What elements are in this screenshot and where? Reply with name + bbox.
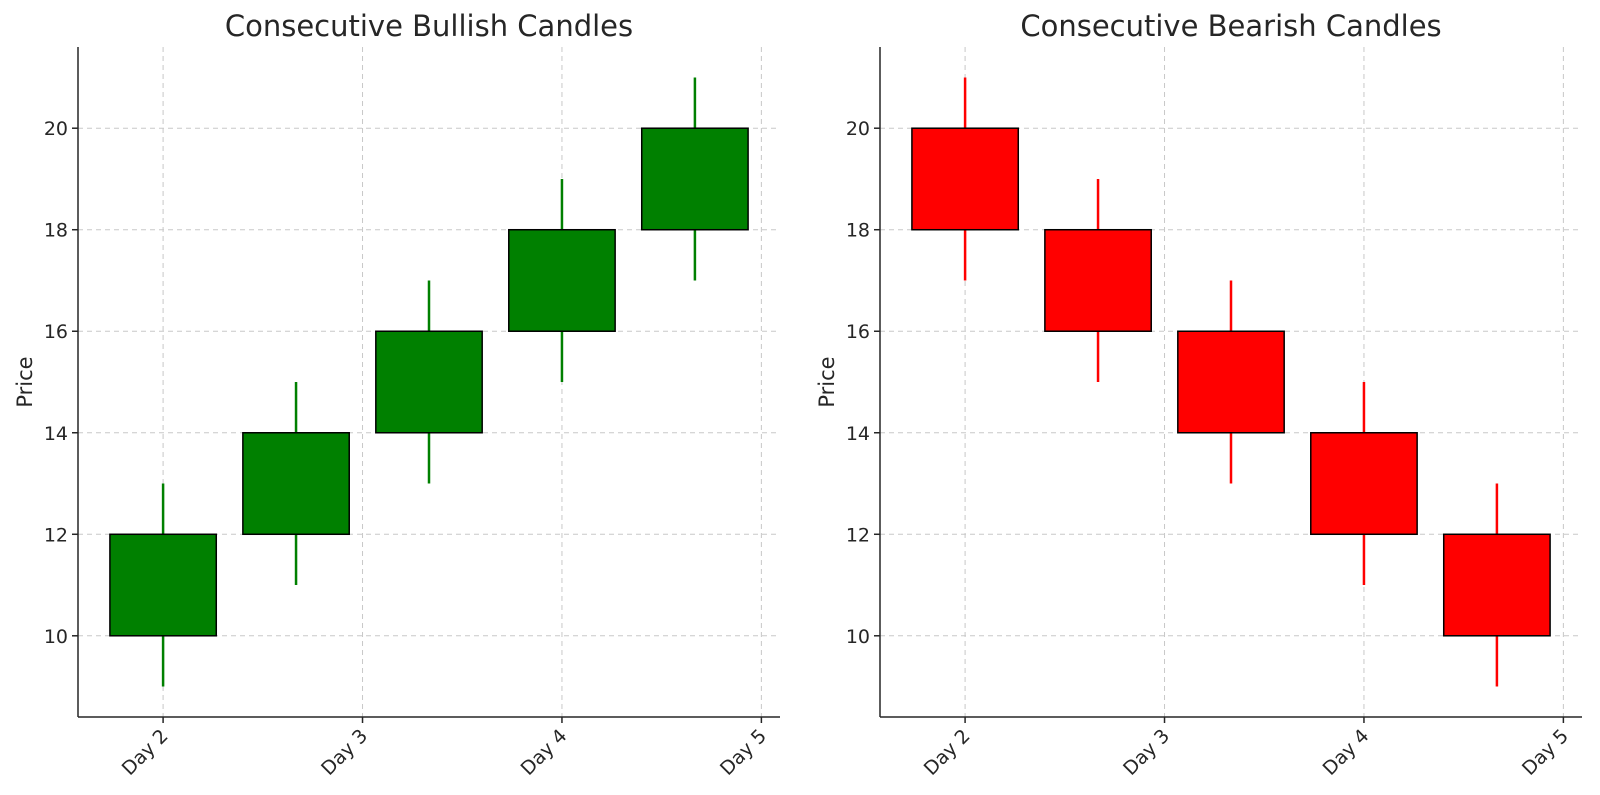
y-tick-label: 16 xyxy=(846,321,870,343)
candle-body xyxy=(1177,330,1285,434)
candle-body xyxy=(508,228,616,332)
x-tick-label: Day 3 xyxy=(317,725,372,780)
candle-body xyxy=(640,127,749,231)
x-tick-label: Day 4 xyxy=(517,725,572,780)
y-tick-label: 16 xyxy=(44,321,68,343)
y-tick-label: 14 xyxy=(44,423,68,445)
candle xyxy=(1442,483,1551,687)
candle xyxy=(109,483,218,687)
y-tick-label: 14 xyxy=(846,423,870,445)
x-tick-label: Day 4 xyxy=(1319,725,1374,780)
candle xyxy=(640,77,749,281)
y-axis-label: Price xyxy=(13,356,37,407)
candle-body xyxy=(242,432,350,536)
x-tick-label: Day 3 xyxy=(1119,725,1174,780)
y-tick-label: 20 xyxy=(846,118,870,140)
candle xyxy=(1044,178,1152,382)
candle-body xyxy=(375,330,483,434)
candle-body xyxy=(1310,432,1418,536)
y-axis-label: Price xyxy=(815,356,839,407)
y-tick-label: 10 xyxy=(44,626,68,648)
y-tick-label: 10 xyxy=(846,626,870,648)
candle xyxy=(1177,280,1285,484)
candle-body xyxy=(1044,228,1152,332)
chart-panel-1: 10 12 14 16 18 20 Day 2 Day 3 Day 4 Day 5 Consecut… xyxy=(13,9,780,780)
chart-title: Consecutive Bullish Candles xyxy=(225,9,633,43)
candle-body xyxy=(1442,533,1551,637)
y-tick-label: 12 xyxy=(846,524,870,546)
y-tick-label: 12 xyxy=(44,524,68,546)
candle xyxy=(911,77,1020,281)
x-tick-label: Day 5 xyxy=(716,725,771,780)
candle xyxy=(375,280,483,484)
candle-body xyxy=(911,127,1020,231)
candle xyxy=(1310,382,1418,586)
candle-body xyxy=(109,533,218,637)
candle xyxy=(508,178,616,382)
y-tick-label: 18 xyxy=(44,220,68,242)
y-tick-label: 18 xyxy=(846,220,870,242)
candle xyxy=(242,382,350,586)
chart-title: Consecutive Bearish Candles xyxy=(1020,9,1441,43)
y-tick-label: 20 xyxy=(44,118,68,140)
x-tick-label: Day 5 xyxy=(1518,725,1573,780)
x-tick-label: Day 2 xyxy=(920,725,975,780)
chart-panel-2: 10 12 14 16 18 20 Day 2 Day 3 Day 4 Day 5 Consecut… xyxy=(815,9,1582,780)
x-tick-label: Day 2 xyxy=(118,725,173,780)
